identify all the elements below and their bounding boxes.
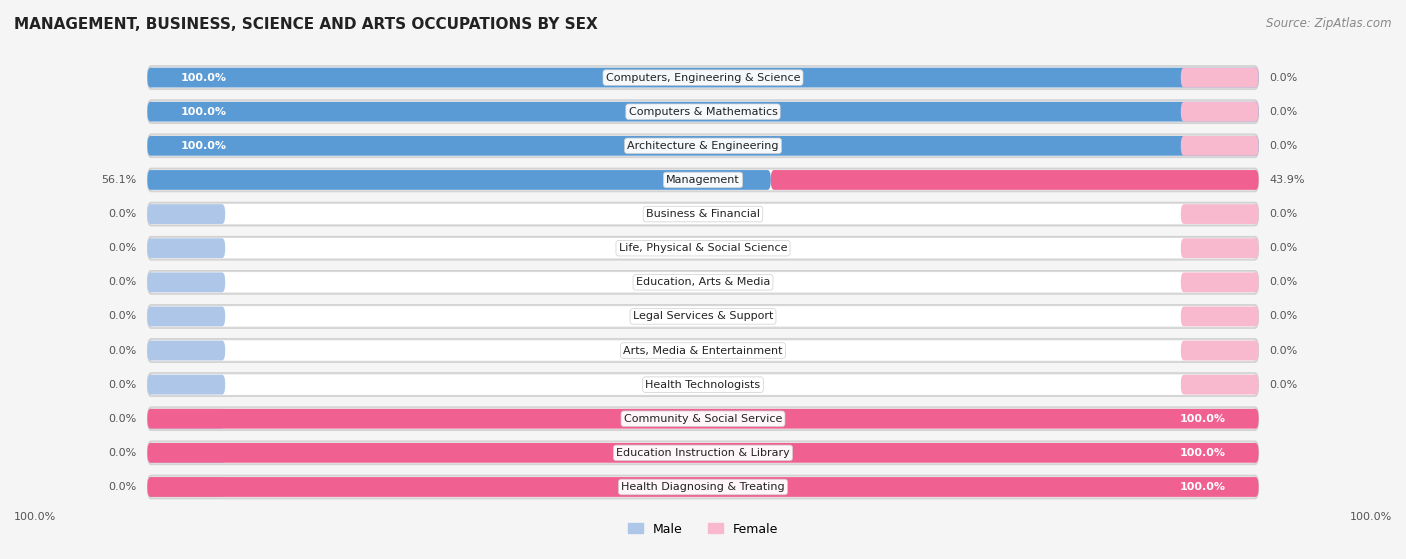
Text: 0.0%: 0.0%	[108, 243, 136, 253]
Text: 0.0%: 0.0%	[1270, 141, 1298, 151]
Text: 100.0%: 100.0%	[14, 511, 56, 522]
FancyBboxPatch shape	[148, 272, 225, 292]
Text: 0.0%: 0.0%	[1270, 277, 1298, 287]
FancyBboxPatch shape	[149, 204, 1257, 224]
FancyBboxPatch shape	[148, 100, 1258, 124]
Text: 0.0%: 0.0%	[1270, 209, 1298, 219]
FancyBboxPatch shape	[148, 204, 225, 224]
FancyBboxPatch shape	[148, 477, 1258, 497]
Text: 100.0%: 100.0%	[1180, 414, 1225, 424]
Text: 100.0%: 100.0%	[181, 141, 226, 151]
Text: 100.0%: 100.0%	[1180, 482, 1225, 492]
Text: 0.0%: 0.0%	[108, 311, 136, 321]
FancyBboxPatch shape	[149, 375, 1257, 395]
Text: 0.0%: 0.0%	[108, 345, 136, 356]
FancyBboxPatch shape	[1181, 238, 1258, 258]
FancyBboxPatch shape	[1181, 136, 1258, 156]
FancyBboxPatch shape	[148, 136, 1258, 156]
FancyBboxPatch shape	[1181, 375, 1258, 395]
FancyBboxPatch shape	[148, 305, 1258, 328]
FancyBboxPatch shape	[149, 102, 1257, 122]
FancyBboxPatch shape	[148, 102, 1258, 122]
Text: Source: ZipAtlas.com: Source: ZipAtlas.com	[1267, 17, 1392, 30]
FancyBboxPatch shape	[1181, 306, 1258, 326]
Text: 100.0%: 100.0%	[181, 73, 226, 83]
FancyBboxPatch shape	[149, 170, 1257, 190]
Text: 100.0%: 100.0%	[1180, 448, 1225, 458]
Text: 0.0%: 0.0%	[108, 414, 136, 424]
FancyBboxPatch shape	[149, 477, 1257, 497]
Text: Education Instruction & Library: Education Instruction & Library	[616, 448, 790, 458]
Text: 0.0%: 0.0%	[108, 482, 136, 492]
FancyBboxPatch shape	[148, 202, 1258, 226]
Text: 100.0%: 100.0%	[1350, 511, 1392, 522]
Text: 0.0%: 0.0%	[108, 448, 136, 458]
Text: 56.1%: 56.1%	[101, 175, 136, 185]
FancyBboxPatch shape	[149, 340, 1257, 361]
Text: Management: Management	[666, 175, 740, 185]
FancyBboxPatch shape	[148, 65, 1258, 89]
Legend: Male, Female: Male, Female	[623, 518, 783, 541]
FancyBboxPatch shape	[148, 236, 1258, 260]
FancyBboxPatch shape	[1181, 340, 1258, 361]
Text: 0.0%: 0.0%	[108, 209, 136, 219]
FancyBboxPatch shape	[148, 477, 225, 497]
Text: Arts, Media & Entertainment: Arts, Media & Entertainment	[623, 345, 783, 356]
FancyBboxPatch shape	[149, 409, 1257, 429]
FancyBboxPatch shape	[148, 339, 1258, 362]
Text: Health Technologists: Health Technologists	[645, 380, 761, 390]
FancyBboxPatch shape	[148, 271, 1258, 294]
FancyBboxPatch shape	[149, 306, 1257, 326]
FancyBboxPatch shape	[148, 375, 225, 395]
FancyBboxPatch shape	[148, 407, 1258, 430]
Text: 0.0%: 0.0%	[1270, 345, 1298, 356]
FancyBboxPatch shape	[148, 340, 225, 361]
Text: Architecture & Engineering: Architecture & Engineering	[627, 141, 779, 151]
FancyBboxPatch shape	[148, 68, 1258, 88]
FancyBboxPatch shape	[1181, 68, 1258, 88]
FancyBboxPatch shape	[148, 441, 1258, 465]
Text: 0.0%: 0.0%	[1270, 380, 1298, 390]
FancyBboxPatch shape	[148, 443, 225, 463]
FancyBboxPatch shape	[148, 373, 1258, 396]
Text: Legal Services & Support: Legal Services & Support	[633, 311, 773, 321]
Text: Health Diagnosing & Treating: Health Diagnosing & Treating	[621, 482, 785, 492]
FancyBboxPatch shape	[148, 306, 225, 326]
FancyBboxPatch shape	[148, 475, 1258, 499]
Text: Computers & Mathematics: Computers & Mathematics	[628, 107, 778, 117]
FancyBboxPatch shape	[148, 238, 225, 258]
FancyBboxPatch shape	[148, 409, 225, 429]
FancyBboxPatch shape	[1181, 272, 1258, 292]
FancyBboxPatch shape	[770, 170, 1258, 190]
FancyBboxPatch shape	[148, 134, 1258, 158]
Text: 0.0%: 0.0%	[108, 380, 136, 390]
Text: 43.9%: 43.9%	[1270, 175, 1305, 185]
FancyBboxPatch shape	[148, 443, 1258, 463]
FancyBboxPatch shape	[148, 170, 770, 190]
FancyBboxPatch shape	[148, 168, 1258, 192]
Text: Life, Physical & Social Science: Life, Physical & Social Science	[619, 243, 787, 253]
FancyBboxPatch shape	[149, 68, 1257, 88]
Text: 0.0%: 0.0%	[1270, 243, 1298, 253]
FancyBboxPatch shape	[1181, 102, 1258, 122]
Text: Business & Financial: Business & Financial	[645, 209, 761, 219]
Text: Community & Social Service: Community & Social Service	[624, 414, 782, 424]
Text: Education, Arts & Media: Education, Arts & Media	[636, 277, 770, 287]
Text: 0.0%: 0.0%	[108, 277, 136, 287]
Text: MANAGEMENT, BUSINESS, SCIENCE AND ARTS OCCUPATIONS BY SEX: MANAGEMENT, BUSINESS, SCIENCE AND ARTS O…	[14, 17, 598, 32]
FancyBboxPatch shape	[149, 238, 1257, 258]
Text: 0.0%: 0.0%	[1270, 311, 1298, 321]
FancyBboxPatch shape	[149, 443, 1257, 463]
FancyBboxPatch shape	[1181, 204, 1258, 224]
FancyBboxPatch shape	[148, 409, 1258, 429]
Text: 0.0%: 0.0%	[1270, 107, 1298, 117]
Text: 0.0%: 0.0%	[1270, 73, 1298, 83]
FancyBboxPatch shape	[149, 136, 1257, 156]
Text: Computers, Engineering & Science: Computers, Engineering & Science	[606, 73, 800, 83]
FancyBboxPatch shape	[149, 272, 1257, 292]
Text: 100.0%: 100.0%	[181, 107, 226, 117]
